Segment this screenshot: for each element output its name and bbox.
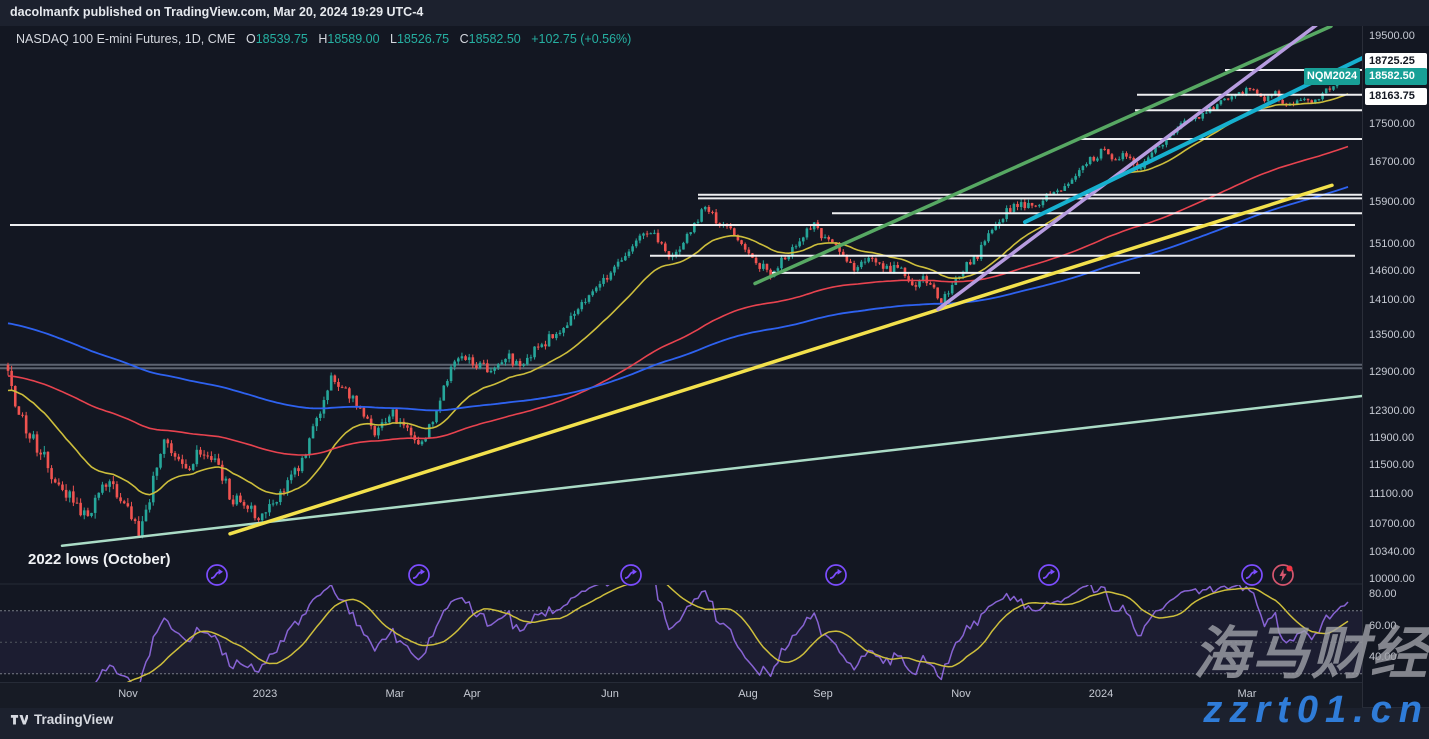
price-tick: 12300.00 [1369,404,1415,417]
contract-rollover-icon[interactable] [407,563,431,587]
open-value: 18539.75 [255,32,308,46]
price-tick: 19500.00 [1369,30,1415,42]
rsi-tick: 60.00 [1369,619,1397,632]
price-tick: 10340.00 [1369,545,1415,558]
time-tick-Jun: Jun [601,688,619,700]
price-axis[interactable]: 19500.00 17500.00 16700.00 15900.00 15100.00… [1362,26,1429,707]
price-tick: 17500.00 [1369,117,1415,130]
publisher-bar: dacolmanfx published on TradingView.com,… [0,0,1429,26]
price-tick: 11500.00 [1369,459,1415,472]
rsi-tick: 80.00 [1369,588,1397,600]
contract-rollover-icon[interactable] [619,563,643,587]
price-tick: 10000.00 [1369,573,1415,585]
price-tag-18582.50: 18582.50 [1365,67,1427,85]
symbol-legend: NASDAQ 100 E-mini Futures, 1D, CME O1853… [16,32,631,46]
price-tag-18725.25: 18725.25 [1365,53,1427,71]
time-tick-Nov: Nov [951,688,971,700]
change-value: +102.75 (+0.56%) [531,32,632,46]
price-tick: 14100.00 [1369,293,1415,306]
symbol-title: NASDAQ 100 E-mini Futures, 1D, CME [16,32,236,46]
time-tick-Apr: Apr [463,688,481,700]
contract-rollover-icon[interactable] [1037,563,1061,587]
price-tick: 12900.00 [1369,365,1415,378]
time-axis[interactable]: Nov 2023 Mar Apr Jun Aug Sep Nov 2024 Mar [0,682,1362,708]
time-tick-2023: 2023 [252,688,278,700]
time-tick-Aug: Aug [738,688,758,700]
time-tick-Mar: Mar [385,688,405,700]
price-tick: 13500.00 [1369,328,1415,341]
low-label: L [390,32,397,46]
high-label: H [318,32,328,46]
open-label: O [246,32,256,46]
high-value: 18589.00 [327,32,380,46]
price-tick: 11900.00 [1369,431,1415,444]
low-value: 18526.75 [396,32,450,46]
contract-rollover-icon[interactable] [205,563,229,587]
price-tick: 10700.00 [1369,517,1415,530]
lows-annotation: 2022 lows (October) [28,551,171,568]
contract-rollover-icon[interactable] [1240,563,1264,587]
publisher-line: dacolmanfx published on TradingView.com,… [10,5,424,19]
price-tick: 15100.00 [1369,237,1415,250]
event-lightning-icon[interactable] [1270,562,1294,586]
close-label: C [459,32,469,46]
contract-rollover-icon[interactable] [824,563,848,587]
close-value: 18582.50 [468,32,521,46]
time-tick-2024: 2024 [1088,688,1114,700]
tradingview-logo-text: TradingView [34,712,114,727]
contract-tag: NQM2024 [1304,67,1360,85]
tradingview-logo-icon [10,715,28,725]
price-tick: 15900.00 [1369,195,1415,208]
price-tick: 14600.00 [1369,265,1415,278]
time-tick-Sep: Sep [813,688,833,700]
tradingview-logo[interactable]: TradingView [10,712,113,727]
rsi-tick: 40.00 [1369,651,1397,663]
time-tick-Nov: Nov [118,688,138,700]
price-tick: 11100.00 [1369,488,1414,501]
price-tag-18163.75: 18163.75 [1365,88,1427,106]
price-tick: 16700.00 [1369,156,1415,169]
time-tick-Mar: Mar [1237,688,1257,700]
